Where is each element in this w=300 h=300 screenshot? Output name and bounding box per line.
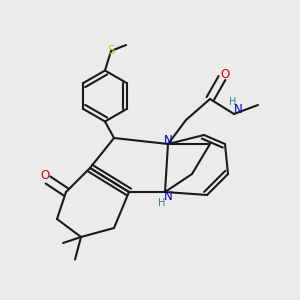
Text: H: H (158, 197, 166, 208)
Text: N: N (164, 190, 172, 203)
Text: O: O (40, 169, 50, 182)
Text: H: H (229, 97, 236, 107)
Text: N: N (164, 134, 172, 148)
Text: O: O (220, 68, 230, 82)
Text: N: N (234, 103, 243, 116)
Text: S: S (107, 44, 115, 58)
